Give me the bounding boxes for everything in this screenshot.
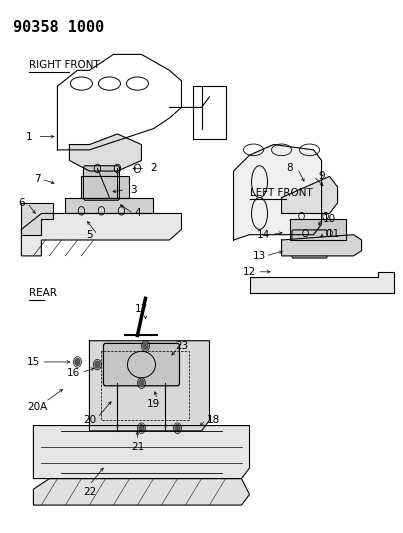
Polygon shape xyxy=(21,214,181,256)
Circle shape xyxy=(138,379,145,387)
Text: LEFT FRONT: LEFT FRONT xyxy=(249,188,312,198)
Polygon shape xyxy=(249,272,394,293)
Text: 9: 9 xyxy=(318,172,325,181)
Circle shape xyxy=(142,342,149,350)
Circle shape xyxy=(174,424,181,432)
Text: 4: 4 xyxy=(134,208,141,219)
Text: REAR: REAR xyxy=(29,288,57,298)
Text: 17: 17 xyxy=(135,304,148,314)
Text: 10: 10 xyxy=(323,214,336,224)
Text: 6: 6 xyxy=(18,198,25,208)
Text: 13: 13 xyxy=(253,251,266,261)
Text: 21: 21 xyxy=(131,442,144,452)
Text: 8: 8 xyxy=(286,164,293,173)
Polygon shape xyxy=(282,235,361,256)
Text: 16: 16 xyxy=(67,368,80,377)
Text: 20: 20 xyxy=(83,415,96,425)
Text: 20A: 20A xyxy=(27,402,48,412)
Text: 12: 12 xyxy=(243,267,256,277)
Circle shape xyxy=(138,424,145,432)
Circle shape xyxy=(74,358,81,366)
FancyBboxPatch shape xyxy=(292,230,327,258)
Polygon shape xyxy=(33,425,249,479)
Polygon shape xyxy=(282,176,338,214)
Polygon shape xyxy=(289,219,346,240)
Text: 11: 11 xyxy=(327,229,340,239)
Polygon shape xyxy=(89,341,210,431)
Text: 15: 15 xyxy=(27,357,40,367)
Polygon shape xyxy=(21,203,54,235)
Circle shape xyxy=(94,360,101,369)
Text: 5: 5 xyxy=(86,230,93,240)
Text: 7: 7 xyxy=(34,174,41,184)
FancyBboxPatch shape xyxy=(104,343,179,386)
Text: RIGHT FRONT: RIGHT FRONT xyxy=(29,60,100,70)
Text: 90358 1000: 90358 1000 xyxy=(13,20,105,35)
Text: 1: 1 xyxy=(26,132,33,142)
Polygon shape xyxy=(65,198,154,214)
Text: 3: 3 xyxy=(130,184,137,195)
Text: 19: 19 xyxy=(147,399,160,409)
Polygon shape xyxy=(69,134,141,171)
Text: 23: 23 xyxy=(175,341,188,351)
Text: 2: 2 xyxy=(150,164,157,173)
FancyBboxPatch shape xyxy=(83,166,119,200)
Polygon shape xyxy=(33,479,249,505)
Text: 14: 14 xyxy=(257,230,270,240)
Text: 18: 18 xyxy=(207,415,220,425)
Text: 22: 22 xyxy=(83,487,96,497)
Polygon shape xyxy=(233,144,322,240)
Polygon shape xyxy=(81,176,129,198)
